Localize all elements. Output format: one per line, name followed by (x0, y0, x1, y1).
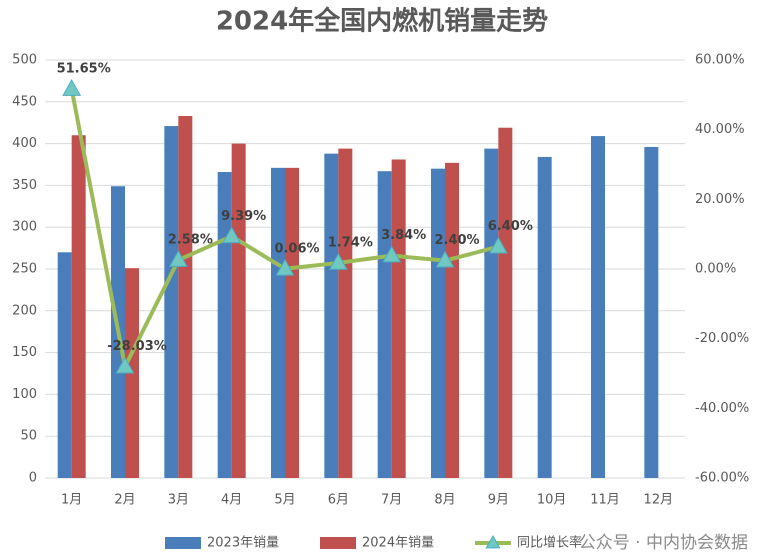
y-tick-label: 100 (12, 387, 37, 402)
x-tick-label: 7月 (381, 493, 402, 508)
legend-swatch (320, 537, 356, 549)
data-label: -28.03% (107, 339, 167, 354)
marker (328, 252, 348, 270)
y-tick-label: 450 (12, 94, 37, 109)
data-label: 2.58% (168, 233, 213, 248)
data-label: 3.84% (381, 228, 426, 243)
bar (164, 126, 179, 478)
y-tick-label: 150 (12, 345, 37, 360)
y2-tick-label: -40.00% (695, 401, 749, 416)
legend-label: 2024年销量 (362, 536, 434, 551)
bar (231, 143, 246, 478)
y-tick-label: 350 (12, 178, 37, 193)
x-tick-label: 8月 (434, 493, 455, 508)
x-tick-label: 11月 (590, 493, 620, 508)
marker (382, 245, 402, 263)
legend-swatch (165, 537, 201, 549)
bar (391, 159, 406, 478)
y2-tick-label: 0.00% (695, 262, 736, 277)
y-tick-label: 250 (12, 262, 37, 277)
legend-label: 2023年销量 (207, 536, 279, 551)
x-tick-label: 5月 (274, 493, 295, 508)
bar (178, 116, 193, 479)
bar (445, 162, 459, 478)
x-tick-label: 4月 (221, 493, 242, 508)
bar (377, 171, 392, 479)
marker (435, 250, 455, 268)
y2-tick-label: 60.00% (695, 53, 745, 68)
x-tick-label: 1月 (61, 493, 82, 508)
x-tick-label: 10月 (537, 493, 567, 508)
bar (338, 148, 353, 478)
legend-label: 同比增长率 (517, 535, 582, 551)
data-label: 0.06% (274, 241, 319, 256)
x-tick-label: 6月 (328, 493, 349, 508)
x-tick-label: 12月 (644, 493, 674, 508)
chart-title: 2024年全国内燃机销量走势 (216, 6, 548, 37)
bar (57, 252, 72, 478)
data-label: 2.40% (434, 233, 479, 248)
legend-marker (485, 534, 501, 549)
bar (498, 127, 513, 478)
y2-tick-label: 40.00% (695, 122, 745, 137)
bar (285, 167, 299, 478)
bar (537, 156, 552, 478)
x-tick-label: 9月 (488, 493, 509, 508)
bar (271, 167, 285, 478)
data-label: 9.39% (221, 209, 266, 224)
bar (591, 136, 605, 479)
marker (168, 249, 188, 267)
bar (431, 168, 445, 478)
data-label: 1.74% (328, 235, 373, 250)
y-tick-label: 400 (12, 136, 37, 151)
y-tick-label: 300 (12, 220, 37, 235)
marker (222, 226, 242, 244)
bar (484, 148, 499, 478)
data-label: 51.65% (57, 62, 111, 77)
bar (71, 135, 86, 479)
y-tick-label: 200 (12, 303, 37, 318)
bar (324, 153, 339, 478)
marker (488, 236, 508, 254)
y-tick-label: 500 (12, 53, 37, 68)
bar (217, 172, 232, 479)
y2-tick-label: -20.00% (695, 331, 749, 346)
watermark: 公众号 · 中内协会数据 (579, 533, 748, 553)
y2-tick-label: -60.00% (695, 471, 749, 486)
marker (275, 258, 295, 276)
y-tick-label: 0 (29, 471, 37, 486)
x-tick-label: 3月 (168, 493, 189, 508)
x-tick-label: 2月 (114, 493, 135, 508)
marker (62, 79, 82, 96)
bar (644, 146, 659, 478)
y2-tick-label: 20.00% (695, 192, 745, 207)
marker (115, 356, 135, 374)
y-tick-label: 50 (20, 429, 37, 444)
data-label: 6.40% (488, 219, 533, 234)
